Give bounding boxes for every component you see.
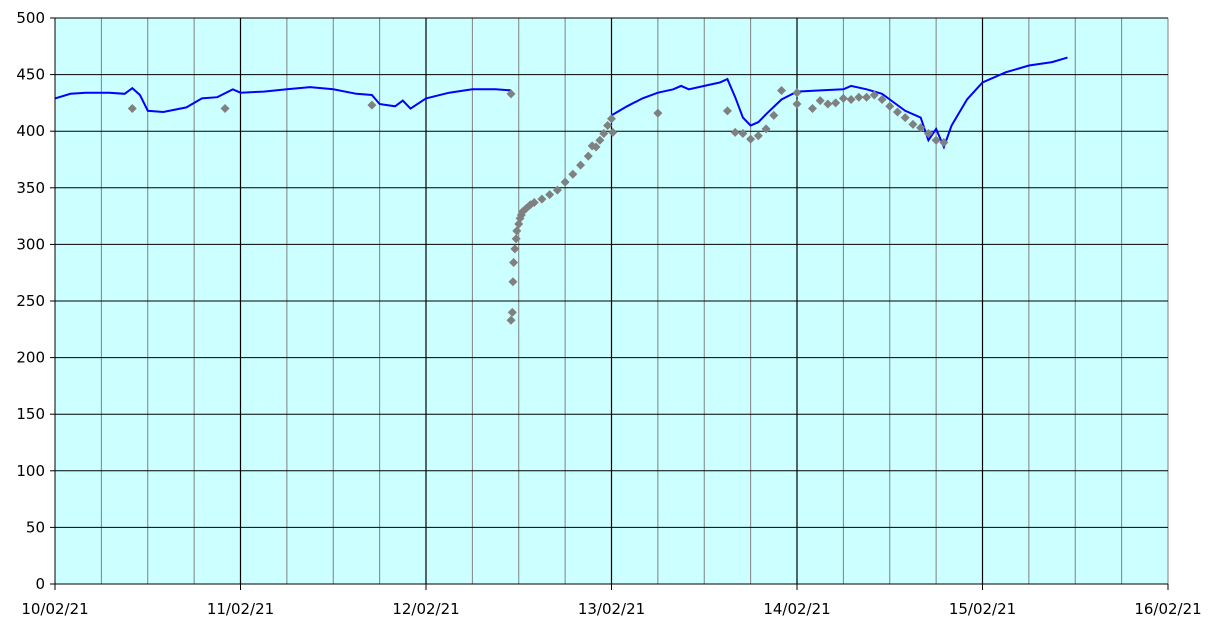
scatter-point: [568, 169, 578, 179]
scatter-point: [869, 90, 879, 100]
x-tick-label: 14/02/21: [763, 600, 830, 618]
line-series-2: [610, 56, 1068, 150]
y-tick-label: 350: [16, 179, 45, 197]
y-tick-label: 450: [16, 66, 45, 84]
scatter-point: [545, 190, 555, 200]
scatter-point: [608, 127, 618, 137]
scatter-point: [603, 121, 613, 131]
scatter-point: [854, 92, 864, 102]
scatter-point: [777, 85, 787, 95]
scatter-point: [591, 142, 601, 152]
x-tick-label: 15/02/21: [949, 600, 1016, 618]
scatter-point: [862, 92, 872, 102]
scatter-point: [552, 185, 562, 195]
scatter-point: [576, 160, 586, 170]
tick-labels: 0 50 100 150 200 250 300 350 400 450 500 10/02/21 11…: [16, 9, 1201, 618]
y-tick-label: 200: [16, 349, 45, 367]
y-tick-label: 150: [16, 405, 45, 423]
scatter-point: [892, 107, 902, 117]
scatter-point: [908, 119, 918, 129]
scatter-point: [722, 106, 732, 116]
scatter-point: [846, 95, 856, 105]
scatter-point: [512, 226, 522, 236]
scatter-point: [753, 131, 763, 141]
scatter-point: [599, 128, 609, 138]
scatter-point: [511, 234, 521, 244]
scatter-point: [507, 307, 517, 317]
y-tick-label: 100: [16, 462, 45, 480]
scatter-point: [508, 277, 518, 287]
scatter-point: [746, 134, 756, 144]
x-tick-label: 10/02/21: [21, 600, 88, 618]
scatter-point: [127, 104, 137, 114]
scatter-point: [537, 194, 547, 204]
scatter-point: [738, 128, 748, 138]
scatter-point: [506, 89, 516, 99]
x-tick-label: 12/02/21: [392, 600, 459, 618]
scatter-point: [792, 99, 802, 109]
scatter-point: [792, 88, 802, 98]
scatter-point: [607, 114, 616, 124]
scatter-point: [931, 135, 941, 145]
x-tick-label: 13/02/21: [578, 600, 645, 618]
x-tick-label: 11/02/21: [207, 600, 274, 618]
scatter-point: [730, 127, 740, 137]
scatter-point: [761, 124, 771, 134]
scatter-point: [815, 96, 825, 106]
line-series-1: [54, 86, 512, 114]
grid-lines: [55, 17, 1169, 585]
scatter-point: [529, 198, 539, 208]
scatter-point: [885, 101, 895, 111]
scatter-point: [509, 258, 519, 268]
scatter-point: [831, 98, 841, 108]
scatter-point: [877, 95, 887, 105]
scatter-point: [583, 151, 593, 161]
y-tick-label: 50: [26, 518, 45, 536]
scatter-point: [939, 138, 949, 148]
y-tick-label: 500: [16, 9, 45, 27]
scatter-point: [838, 93, 848, 103]
scatter-point: [653, 108, 663, 118]
scatter-point: [807, 104, 817, 114]
y-tick-label: 400: [16, 122, 45, 140]
scatter-point: [506, 315, 516, 325]
y-tick-label: 300: [16, 235, 45, 253]
y-tick-label: 250: [16, 292, 45, 310]
scatter-point: [595, 135, 605, 145]
scatter-point: [560, 177, 570, 187]
scatter-point: [367, 100, 377, 110]
y-tick-label: 0: [35, 575, 45, 593]
scatter-point: [900, 113, 910, 123]
scatter-point: [823, 99, 833, 109]
scatter-point: [220, 104, 230, 114]
scatter-point: [923, 128, 933, 138]
x-tick-label: 16/02/21: [1134, 600, 1201, 618]
scatter-point: [916, 123, 926, 133]
scatter-point: [510, 244, 520, 254]
series-layer: [54, 56, 1068, 325]
scatter-point: [769, 110, 779, 120]
